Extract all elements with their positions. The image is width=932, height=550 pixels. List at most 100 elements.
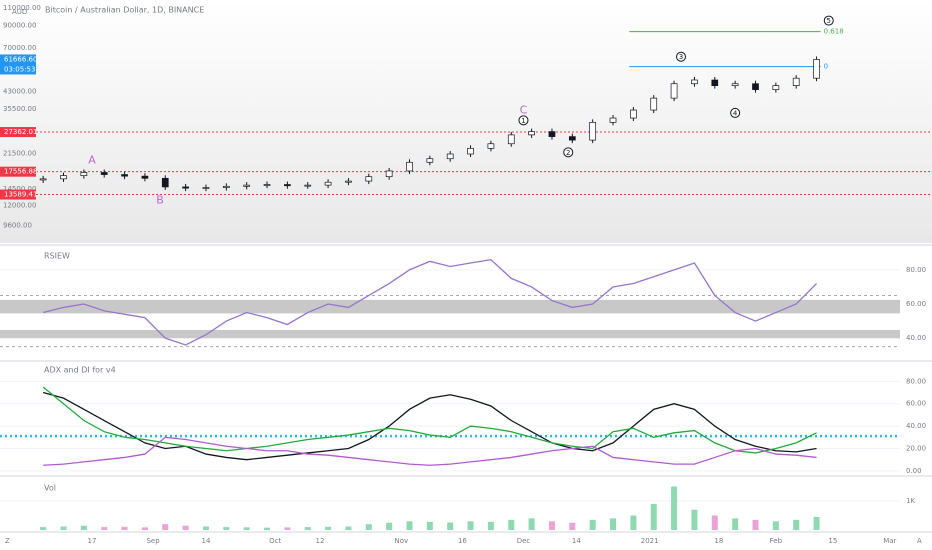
wave-label: 2 — [566, 149, 570, 157]
y-tick-label: 1K — [906, 497, 915, 505]
candle — [324, 181, 332, 186]
candle — [80, 172, 88, 176]
volume-bar — [243, 527, 250, 530]
y-tick-label: 21500.00 — [3, 150, 36, 158]
candle — [121, 174, 128, 177]
x-tick-label: Oct — [269, 537, 281, 545]
x-tick-label: 15 — [828, 537, 837, 545]
candle — [243, 184, 251, 187]
y-tick-label: 20.00 — [906, 444, 926, 452]
y-tick-label: 40.00 — [906, 334, 926, 342]
y-tick-label: 12000.00 — [3, 202, 36, 210]
candle — [609, 117, 617, 123]
candle — [589, 121, 597, 141]
band — [0, 299, 900, 314]
wave-label: 3 — [679, 53, 683, 61]
level-label: 13589.41 — [4, 191, 37, 199]
x-tick-label: 14 — [572, 537, 581, 545]
pane-title: ADX and DI for v4 — [44, 366, 116, 375]
wave-circle — [676, 51, 687, 62]
candle — [630, 109, 637, 119]
volume-bar — [711, 515, 718, 530]
candle — [670, 83, 678, 99]
candle — [100, 172, 108, 175]
candle — [507, 134, 515, 145]
volume-bar — [386, 522, 393, 530]
price-tag — [0, 54, 36, 75]
x-tick-label: 12 — [315, 537, 324, 545]
x-tick-label: 14 — [202, 537, 211, 545]
volume-bar — [467, 521, 474, 530]
y-tick-label: 9600.00 — [3, 222, 32, 230]
volume-bar — [752, 519, 759, 530]
volume-bar — [40, 527, 47, 530]
volume-bar — [650, 503, 657, 530]
candle — [263, 184, 271, 186]
level-tag — [0, 127, 36, 138]
candle — [691, 79, 698, 85]
candle — [345, 180, 352, 183]
wave-circle — [823, 15, 834, 26]
price-label: 61666.60 — [4, 55, 37, 63]
volume-bar — [264, 527, 271, 530]
candle — [304, 184, 312, 187]
x-tick-label: 16 — [458, 537, 467, 545]
volume-bar — [182, 525, 189, 530]
level-label: 27362.01 — [4, 128, 37, 136]
volume-bar — [101, 527, 108, 530]
y-tick-label: 60.00 — [906, 400, 926, 408]
wave-circle — [518, 115, 529, 126]
series-line — [43, 436, 817, 466]
volume-bar — [793, 519, 800, 530]
icon[interactable]: Z — [5, 537, 10, 545]
y-tick-label: 14500.00 — [3, 185, 36, 193]
fib-label: 0.618 — [824, 28, 844, 36]
x-tick-label: Mar — [883, 537, 896, 545]
candle — [813, 59, 820, 79]
volume-bar — [202, 526, 209, 530]
candle — [528, 131, 535, 136]
volume-bar — [569, 522, 576, 530]
band — [0, 329, 900, 339]
candle — [385, 170, 393, 178]
x-tick-label: 17 — [88, 537, 97, 545]
candle — [711, 79, 719, 86]
volume-bar — [447, 522, 454, 530]
candle — [752, 83, 759, 90]
volume-bar — [630, 515, 637, 530]
volume-bar — [610, 518, 617, 530]
volume-bar — [732, 518, 739, 530]
x-tick-label: Nov — [395, 537, 409, 545]
y-tick-label: 40.00 — [906, 422, 926, 430]
volume-bar — [487, 521, 494, 530]
main-pane — [0, 0, 932, 243]
candle — [772, 85, 780, 90]
fib-label: 0 — [824, 63, 828, 71]
y-tick-label: 80.00 — [906, 377, 926, 385]
volume-bar — [548, 521, 555, 530]
volume-bar — [141, 527, 148, 530]
wave-label: 5 — [827, 17, 831, 25]
y-tick-label: 90000.00 — [3, 22, 36, 30]
candle — [161, 177, 169, 188]
candle — [284, 184, 291, 187]
candle — [731, 83, 739, 86]
y-tick-label: 0.00 — [906, 467, 922, 475]
x-tick-label: Sep — [146, 537, 160, 545]
volume-bar — [365, 524, 372, 530]
level-label: 17556.88 — [4, 168, 37, 176]
volume-bar — [691, 509, 698, 530]
y-tick-label: 43000.00 — [3, 88, 36, 96]
y-tick-label: 110000.00 — [3, 4, 41, 12]
candle — [792, 77, 800, 86]
volume-bar — [813, 516, 820, 530]
volume-bar — [223, 527, 230, 530]
volume-bar — [426, 521, 433, 530]
x-tick-label: Feb — [770, 537, 783, 545]
volume-bar — [772, 521, 779, 530]
chart-title: Bitcoin / Australian Dollar, 1D, BINANCE — [45, 6, 204, 15]
volume-bar — [671, 486, 678, 530]
volume-bar — [528, 518, 535, 530]
icon[interactable]: A — [917, 537, 922, 545]
